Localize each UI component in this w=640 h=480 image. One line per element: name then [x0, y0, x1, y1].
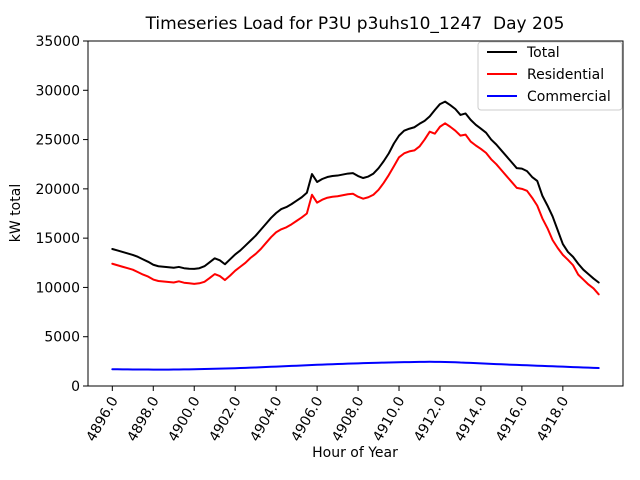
y-tick-label: 10000 [35, 280, 80, 296]
y-axis-label: kW total [8, 184, 24, 242]
y-tick-label: 20000 [35, 182, 80, 198]
series-lines [111, 100, 600, 371]
chart-title: Timeseries Load for P3U p3uhs10_1247 Day… [145, 14, 565, 34]
x-tick-label: 4912.0 [411, 394, 449, 444]
x-tick-label: 4902.0 [206, 394, 244, 444]
y-axis-ticks: 0 5000 10000 15000 20000 25000 30000 35000 [35, 34, 88, 395]
legend: Total Residential Commercial [477, 41, 623, 111]
series-line-residential [111, 122, 600, 296]
x-axis-label: Hour of Year [312, 445, 398, 461]
legend-label-residential: Residential [527, 67, 604, 83]
x-tick-label: 4914.0 [452, 394, 490, 444]
y-tick-label: 5000 [44, 330, 80, 346]
x-tick-label: 4908.0 [329, 394, 367, 444]
legend-label-commercial: Commercial [527, 89, 611, 105]
y-tick-label: 30000 [35, 83, 80, 99]
x-tick-label: 4910.0 [370, 394, 408, 444]
x-axis-ticks: 4896.0 4898.0 4900.0 4902.0 4904.0 4906.0 4908… [83, 386, 572, 444]
y-tick-label: 0 [71, 379, 80, 395]
y-tick-label: 15000 [35, 231, 80, 247]
x-tick-label: 4900.0 [165, 394, 203, 444]
x-tick-label: 4918.0 [534, 394, 572, 444]
legend-box [477, 41, 623, 111]
y-tick-label: 35000 [35, 34, 80, 50]
x-tick-label: 4898.0 [124, 394, 162, 444]
legend-label-total: Total [526, 45, 560, 61]
y-tick-label: 25000 [35, 133, 80, 149]
x-tick-label: 4904.0 [247, 394, 285, 444]
x-tick-label: 4916.0 [493, 394, 531, 444]
plot-area-border [87, 40, 624, 387]
series-line-commercial [111, 360, 600, 371]
x-tick-label: 4896.0 [83, 394, 121, 444]
x-tick-label: 4906.0 [288, 394, 326, 444]
series-line-total [111, 100, 600, 284]
